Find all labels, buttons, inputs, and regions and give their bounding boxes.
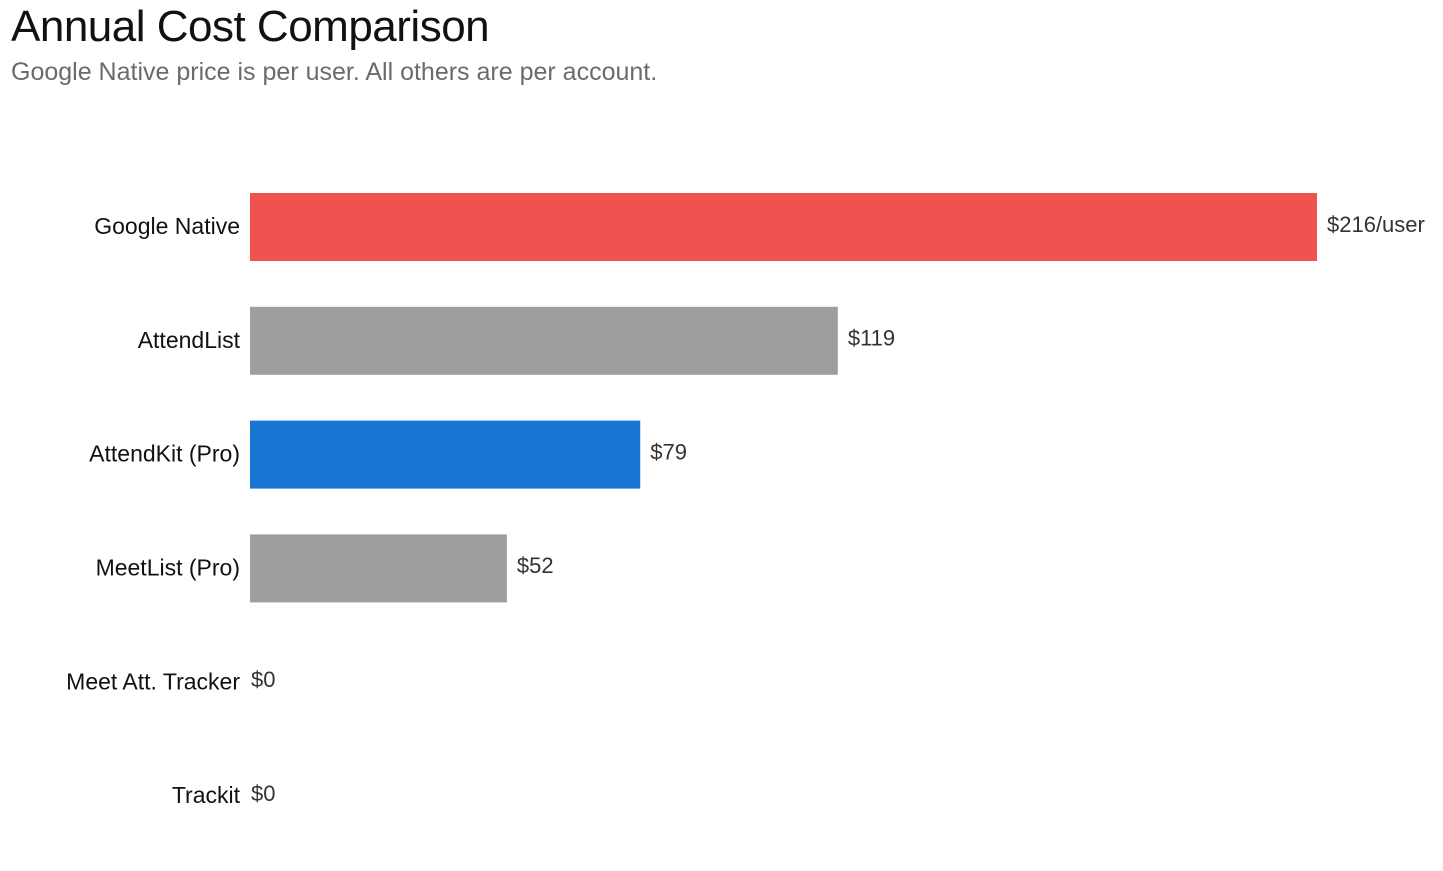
category-label: AttendKit (Pro) (89, 441, 240, 467)
category-label: Google Native (94, 213, 240, 239)
category-label: AttendList (138, 327, 241, 353)
chart-subtitle: Google Native price is per user. All oth… (11, 58, 658, 86)
data-label: $119 (848, 326, 895, 351)
category-label: MeetList (Pro) (96, 554, 240, 580)
chart-title: Annual Cost Comparison (11, 2, 490, 51)
bar (250, 420, 641, 489)
category-label: Trackit (172, 782, 241, 808)
data-label: $52 (517, 553, 554, 578)
data-label: $0 (251, 667, 275, 692)
data-label: $79 (650, 439, 687, 464)
category-label: Meet Att. Tracker (66, 668, 240, 694)
bar (250, 193, 1317, 261)
bar (250, 534, 507, 603)
bar (250, 306, 838, 375)
data-label: $0 (251, 781, 275, 806)
data-label: $216/user (1327, 212, 1425, 237)
